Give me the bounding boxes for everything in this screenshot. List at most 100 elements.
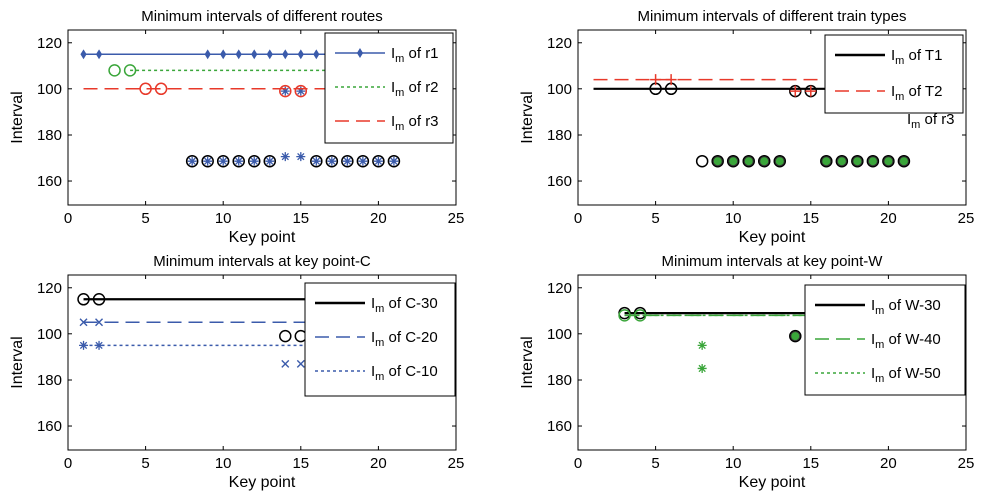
- data-point: [789, 329, 802, 343]
- legend-label: Im of T1: [891, 47, 942, 67]
- data-point: [296, 152, 306, 162]
- x-tick-label: 10: [215, 455, 232, 472]
- series-marker: [108, 64, 121, 77]
- data-point: [296, 359, 305, 368]
- x-tick-label: 15: [802, 455, 819, 472]
- data-point: [387, 154, 401, 168]
- series-marker: [650, 74, 662, 86]
- data-point: [279, 84, 292, 98]
- data-point: [759, 156, 770, 167]
- data-point: [247, 154, 261, 168]
- data-point: [358, 156, 368, 166]
- data-point: [327, 156, 337, 166]
- x-tick-label: 10: [725, 455, 742, 472]
- data-point: [232, 154, 245, 168]
- series-marker: [665, 74, 677, 86]
- y-tick-label: 100: [547, 81, 572, 98]
- data-point: [790, 331, 801, 342]
- y-tick-label: 180: [37, 127, 62, 144]
- series-marker: [282, 49, 289, 60]
- x-tick-label: 15: [802, 210, 819, 227]
- data-point: [325, 154, 339, 168]
- data-point: [234, 156, 244, 166]
- series-marker: [92, 293, 106, 306]
- legend-label: Im of r3: [391, 113, 439, 133]
- series-1: [618, 154, 911, 343]
- data-point: [711, 154, 724, 168]
- legend-label: Im of W-50: [871, 365, 941, 385]
- data-point: [218, 156, 228, 166]
- data-point: [867, 156, 878, 167]
- y-axis-label: Interval: [519, 336, 536, 388]
- series-marker: [618, 309, 631, 322]
- x-tick-label: 25: [448, 455, 465, 472]
- legend-label: Im of C-20: [371, 329, 438, 349]
- data-point: [280, 86, 290, 96]
- legend-label: Im of W-40: [871, 331, 941, 351]
- legend: Im of T1 Im of T2: [824, 34, 964, 114]
- chart-panel-2: Minimum intervals of different train typ…: [519, 8, 975, 246]
- series-marker: [633, 309, 647, 322]
- data-point: [789, 85, 801, 97]
- data-point: [697, 340, 707, 350]
- data-point: [712, 156, 723, 167]
- data-point: [249, 156, 259, 166]
- series-marker: [95, 49, 103, 60]
- x-tick-label: 15: [292, 210, 309, 227]
- legend: Im of C-30 Im of C-20 Im of C-10: [304, 282, 456, 397]
- legend-label: Im of C-10: [371, 363, 438, 383]
- series-marker: [139, 82, 152, 96]
- stray-legend-label: Im of r3: [907, 111, 955, 131]
- data-point: [851, 154, 864, 168]
- series-marker: [94, 340, 104, 350]
- x-tick-label: 15: [292, 455, 309, 472]
- chart-title: Minimum intervals of different train typ…: [638, 8, 907, 25]
- series-marker: [266, 49, 273, 60]
- data-point: [185, 154, 199, 168]
- series-marker: [80, 49, 87, 60]
- legend-label: Im of C-30: [371, 295, 438, 315]
- series-marker: [235, 49, 242, 60]
- data-point: [820, 154, 833, 168]
- data-point: [726, 154, 740, 168]
- data-point: [310, 154, 323, 168]
- x-axis-label: Key point: [229, 229, 296, 246]
- data-point: [852, 156, 863, 167]
- data-point: [728, 156, 739, 167]
- y-tick-label: 180: [547, 372, 572, 389]
- data-point: [898, 156, 909, 167]
- x-tick-label: 0: [64, 455, 72, 472]
- legend-box: [824, 34, 964, 114]
- legend-label: Im of r1: [391, 45, 439, 65]
- x-tick-label: 5: [141, 210, 149, 227]
- data-point: [743, 156, 754, 167]
- series-marker: [77, 293, 90, 306]
- y-tick-label: 180: [547, 127, 572, 144]
- x-tick-label: 25: [958, 210, 975, 227]
- y-tick-label: 160: [37, 418, 62, 435]
- chart-panel-3: Minimum intervals at key point-C 0 5 10 15 20…: [9, 152, 464, 491]
- data-point: [341, 154, 354, 168]
- x-tick-label: 20: [370, 455, 387, 472]
- series-marker: [123, 64, 137, 77]
- chart-title: Minimum intervals at key point-W: [662, 253, 884, 270]
- y-axis-label: Interval: [519, 91, 536, 143]
- data-point: [695, 154, 709, 168]
- data-point: [773, 154, 787, 168]
- series-marker: [79, 318, 88, 327]
- legend-label: Im of T2: [891, 83, 942, 103]
- y-axis-label: Interval: [9, 336, 26, 388]
- series-3: [618, 156, 909, 342]
- x-axis-label: Key point: [229, 474, 296, 491]
- data-point: [279, 329, 292, 343]
- legend-box: [804, 284, 966, 396]
- y-tick-label: 180: [37, 372, 62, 389]
- legend-marker: [356, 48, 364, 58]
- y-axis-label: Interval: [9, 91, 26, 143]
- y-tick-label: 120: [37, 35, 62, 52]
- chart-panel-1: Minimum intervals of different routes 0 5 1…: [9, 8, 464, 246]
- y-tick-label: 120: [547, 280, 572, 297]
- legend-label: Im of r2: [391, 79, 439, 99]
- legend-label: Im of W-30: [871, 297, 941, 317]
